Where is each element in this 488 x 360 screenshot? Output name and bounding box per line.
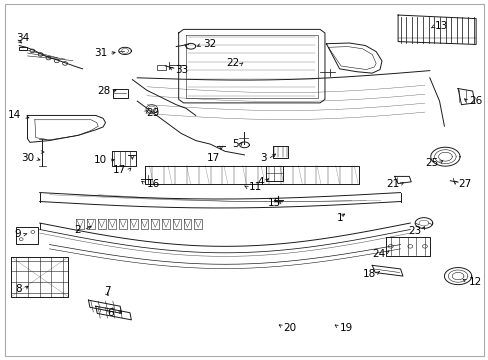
Text: 9: 9	[15, 229, 21, 239]
Text: 30: 30	[20, 153, 34, 163]
Text: 32: 32	[203, 39, 216, 49]
Text: 19: 19	[339, 323, 352, 333]
Text: 13: 13	[434, 21, 447, 31]
Text: 10: 10	[94, 155, 107, 165]
Text: 28: 28	[97, 86, 110, 96]
Text: 22: 22	[226, 58, 239, 68]
Text: 31: 31	[94, 48, 107, 58]
Text: 18: 18	[362, 269, 375, 279]
Text: 12: 12	[468, 277, 481, 287]
Text: 24: 24	[372, 248, 385, 258]
Text: 17: 17	[113, 165, 126, 175]
Bar	[113, 89, 128, 98]
Text: 17: 17	[206, 153, 220, 163]
Text: 1: 1	[336, 213, 343, 222]
Bar	[157, 65, 165, 69]
Text: 16: 16	[147, 179, 160, 189]
Text: 15: 15	[267, 198, 281, 208]
Text: 27: 27	[457, 179, 470, 189]
Text: 25: 25	[425, 158, 438, 168]
Text: 3: 3	[259, 153, 266, 163]
Text: 33: 33	[175, 64, 188, 75]
Text: 14: 14	[8, 111, 21, 121]
Text: 2: 2	[74, 225, 81, 235]
Text: 23: 23	[407, 226, 420, 236]
Text: 5: 5	[231, 139, 238, 149]
Text: 8: 8	[16, 284, 22, 294]
Text: 26: 26	[468, 96, 481, 106]
Bar	[19, 46, 27, 50]
Text: 7: 7	[104, 286, 110, 296]
Text: 21: 21	[386, 179, 399, 189]
Text: 4: 4	[257, 177, 264, 187]
Text: 11: 11	[248, 182, 261, 192]
Bar	[16, 226, 38, 244]
Text: 34: 34	[16, 33, 29, 43]
Text: 20: 20	[283, 323, 296, 333]
Text: 6: 6	[107, 309, 114, 318]
Text: 29: 29	[146, 108, 159, 118]
